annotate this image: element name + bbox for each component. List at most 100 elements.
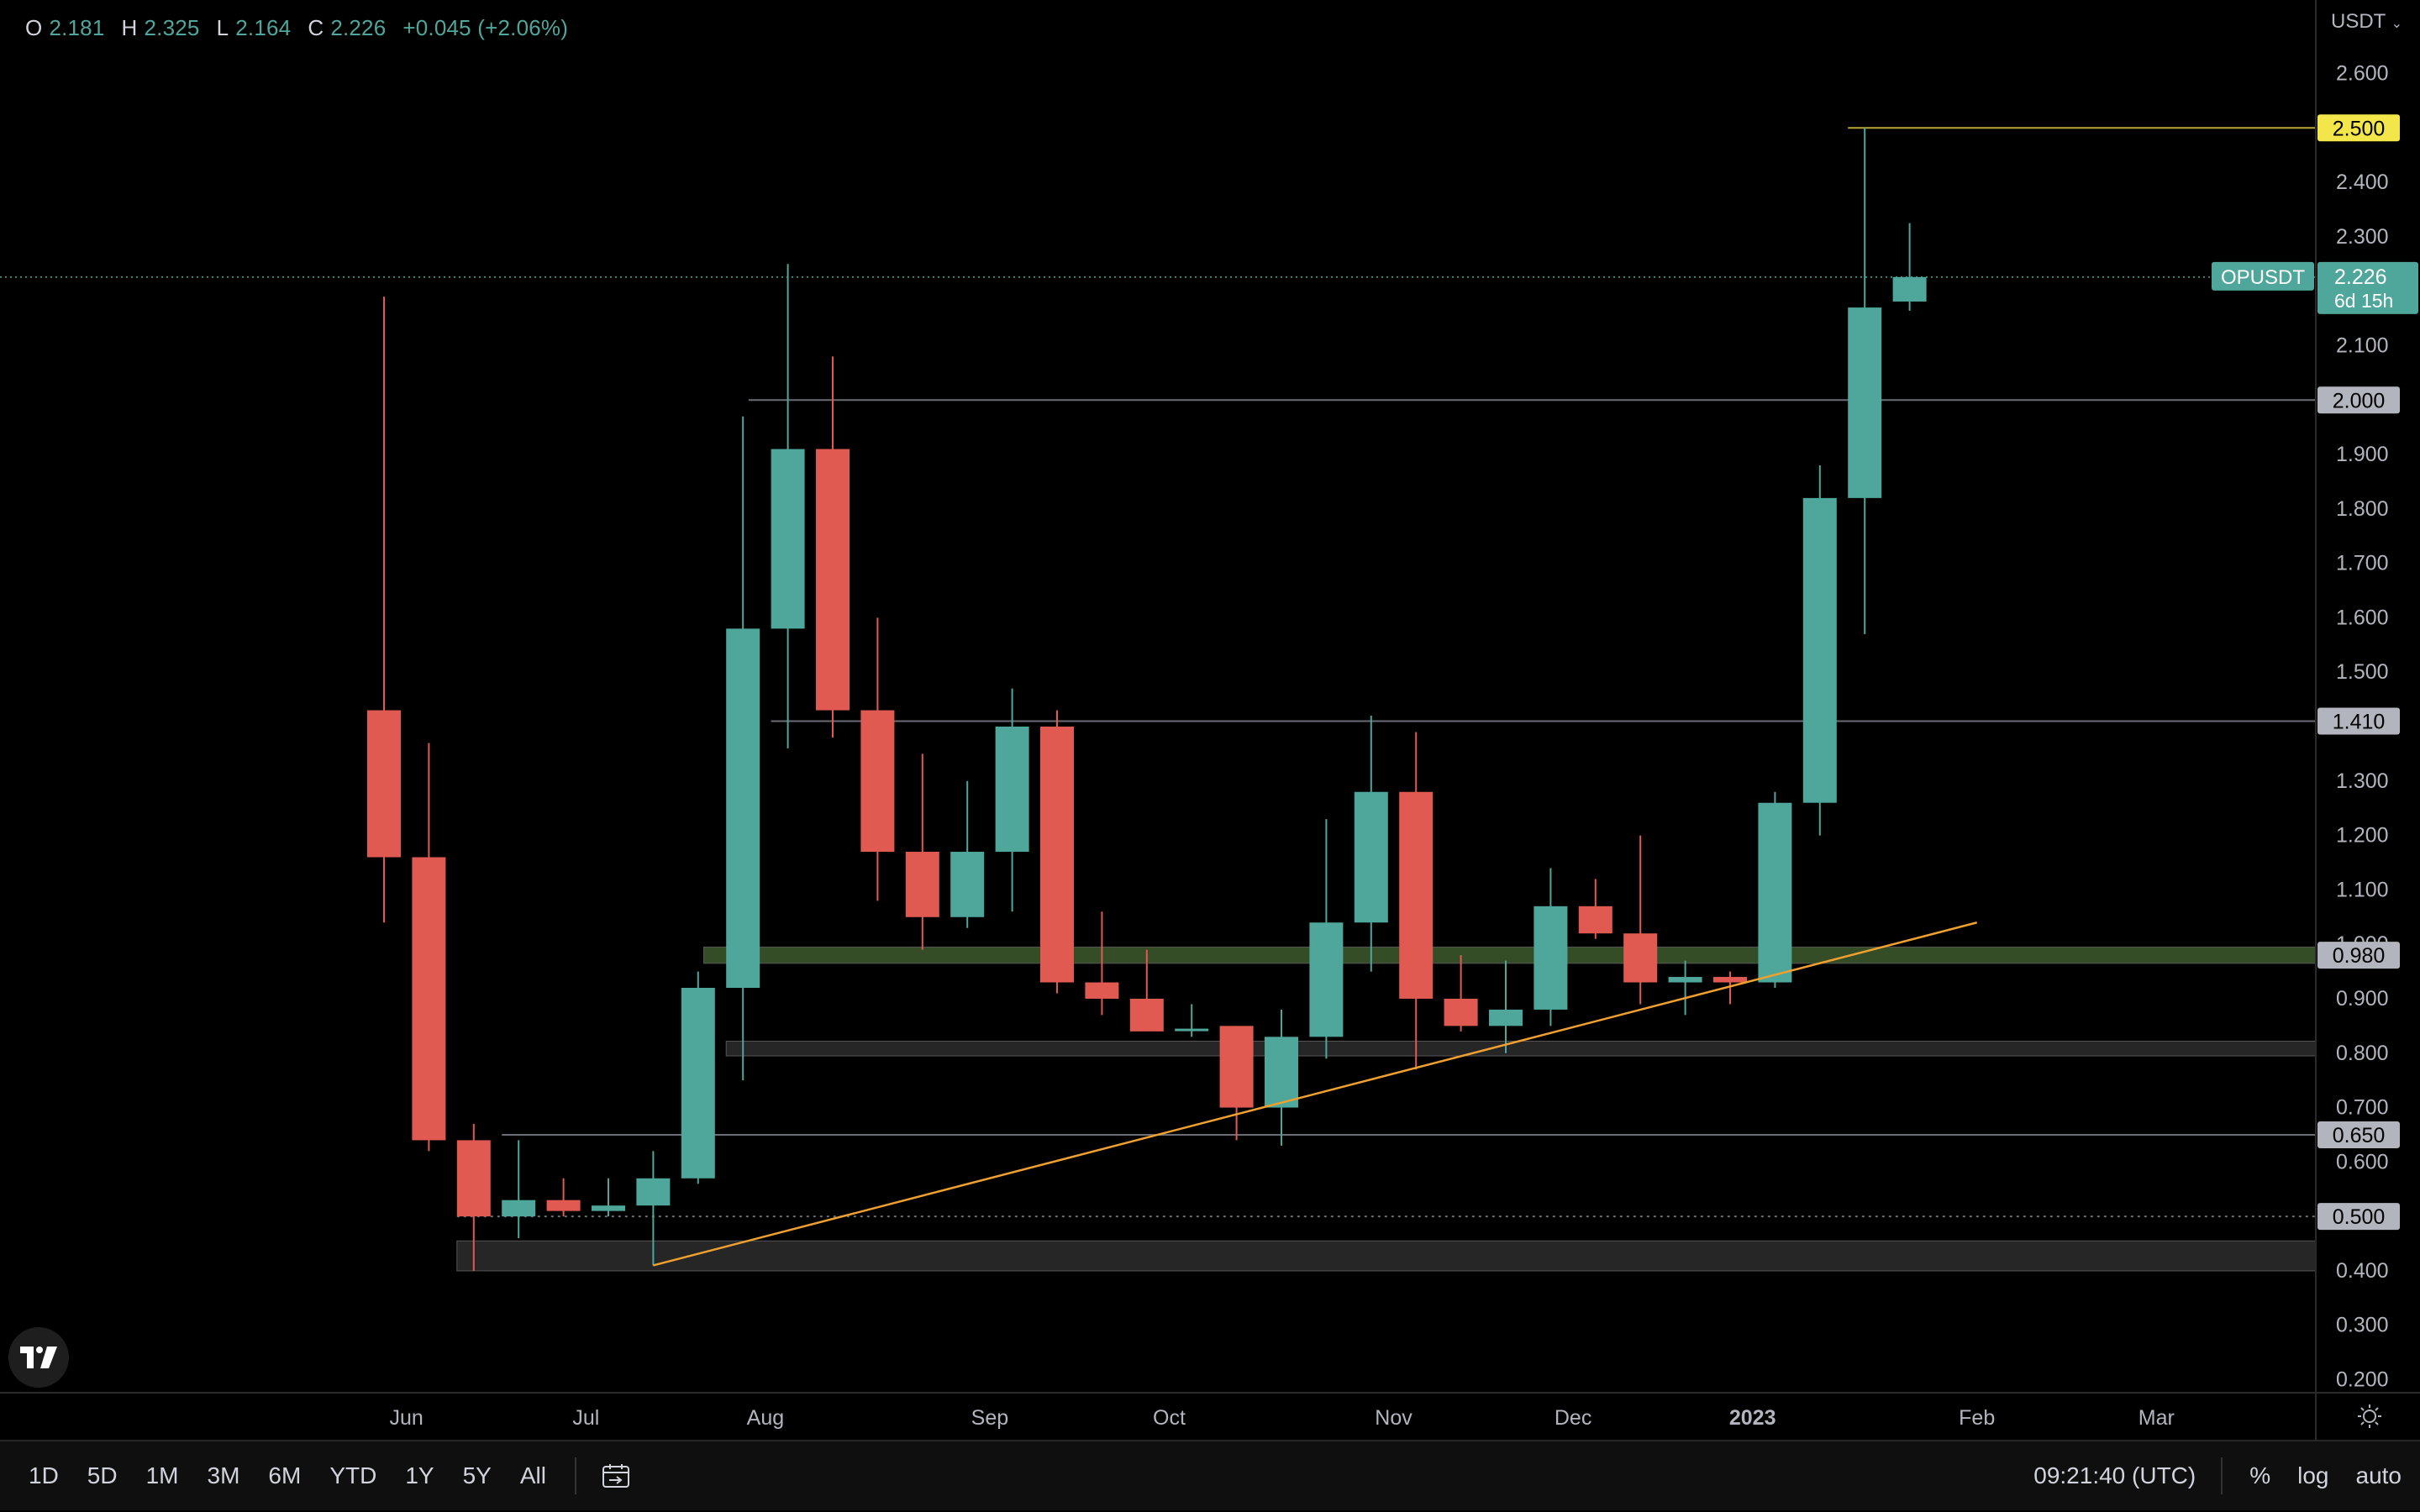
level-tag-bg xyxy=(2317,386,2400,414)
candle-body xyxy=(412,857,446,1141)
level-tag: 0.650 xyxy=(2333,1124,2386,1147)
candle xyxy=(367,297,401,923)
candle-body xyxy=(816,449,850,711)
y-tick-label: 0.200 xyxy=(2336,1368,2389,1392)
open-key: O xyxy=(25,15,43,40)
candle xyxy=(1668,960,1702,1016)
settings-icon[interactable] xyxy=(2353,1399,2386,1433)
y-tick-label: 0.900 xyxy=(2336,987,2389,1011)
range-1m-button[interactable]: 1M xyxy=(145,1462,179,1488)
candle xyxy=(1444,955,1478,1032)
candle-body xyxy=(1309,922,1344,1037)
candle-body xyxy=(1129,998,1164,1032)
y-tick-label: 1.300 xyxy=(2336,769,2389,793)
candle-body xyxy=(950,852,985,917)
candle xyxy=(860,617,895,901)
candle xyxy=(1758,791,1792,988)
candle-body xyxy=(1848,307,1882,498)
candle xyxy=(1085,911,1119,1016)
candle xyxy=(1534,868,1568,1026)
level-tag-bg xyxy=(2317,707,2400,735)
level-tag: 2.500 xyxy=(2333,117,2386,140)
close-key: C xyxy=(308,15,324,40)
candle-body xyxy=(1892,276,1927,302)
right-tools: 09:21:40 (UTC) % log auto xyxy=(2033,1441,2420,1510)
candle-body xyxy=(592,1205,625,1211)
auto-scale-toggle[interactable]: auto xyxy=(2355,1462,2402,1488)
range-6m-button[interactable]: 6M xyxy=(268,1462,302,1488)
range-all-button[interactable]: All xyxy=(519,1462,546,1488)
range-5y-button[interactable]: 5Y xyxy=(462,1462,492,1488)
symbol-tag: OPUSDT xyxy=(2221,266,2305,289)
close-value: 2.226 xyxy=(330,15,387,40)
trendline[interactable] xyxy=(653,921,1978,1267)
x-tick-label: Oct xyxy=(1153,1406,1186,1430)
candle xyxy=(502,1140,536,1239)
candle-body xyxy=(1354,791,1388,923)
chevron-down-icon: ⌄ xyxy=(2391,17,2402,31)
y-tick-label: 1.700 xyxy=(2336,552,2389,575)
candle-body xyxy=(1578,906,1612,934)
candle xyxy=(1802,465,1837,836)
price-chart[interactable]: 2.6002.5002.4002.3002.2002.1002.0001.900… xyxy=(0,0,2420,1440)
candle-body xyxy=(1219,1026,1254,1108)
divider xyxy=(2221,1457,2223,1494)
candle xyxy=(1489,960,1523,1053)
candle xyxy=(1040,710,1074,994)
tradingview-logo[interactable] xyxy=(8,1327,69,1388)
time-axis[interactable]: Jun Jul Aug Sep Oct Nov Dec 2023 Feb Mar xyxy=(390,1406,2175,1430)
candle xyxy=(950,780,985,928)
candle-body xyxy=(905,852,939,917)
candle-body xyxy=(546,1200,581,1211)
bottom-toolbar: 1D 5D 1M 3M 6M YTD 1Y 5Y All 09:21:40 (U… xyxy=(0,1440,2420,1510)
candle-body xyxy=(1175,1028,1209,1032)
candle-body xyxy=(636,1178,671,1206)
utc-clock[interactable]: 09:21:40 (UTC) xyxy=(2033,1462,2196,1488)
candle xyxy=(681,971,715,1184)
y-tick-label: 2.100 xyxy=(2336,333,2389,357)
range-3m-button[interactable]: 3M xyxy=(207,1462,240,1488)
level-tag: 2.000 xyxy=(2333,389,2386,412)
calendar-icon[interactable] xyxy=(602,1463,630,1488)
candle xyxy=(905,753,939,950)
candle-body xyxy=(1713,977,1747,983)
range-1y-button[interactable]: 1Y xyxy=(405,1462,434,1488)
candle xyxy=(1309,819,1344,1059)
level-tag-bg xyxy=(2317,1121,2400,1148)
candle xyxy=(1265,1009,1298,1146)
candle xyxy=(1175,1004,1209,1037)
candle xyxy=(816,356,850,738)
percent-scale-toggle[interactable]: % xyxy=(2249,1462,2271,1488)
zone-grey-1 xyxy=(725,1040,2317,1057)
x-tick-label: 2023 xyxy=(1729,1406,1776,1430)
symbol-tag-bg xyxy=(2212,261,2314,291)
trendline-layer[interactable] xyxy=(653,921,1978,1267)
candle xyxy=(1354,716,1388,972)
range-ytd-button[interactable]: YTD xyxy=(329,1462,377,1488)
range-5d-button[interactable]: 5D xyxy=(87,1462,118,1488)
y-tick-label: 1.600 xyxy=(2336,606,2389,629)
x-tick-label: Aug xyxy=(747,1406,784,1430)
zone-grey-2 xyxy=(456,1240,2317,1272)
candle xyxy=(1848,128,1882,634)
ohlc-legend: O 2.181 H 2.325 L 2.164 C 2.226 +0.045 (+2.0… xyxy=(25,15,568,41)
candle-body xyxy=(1668,977,1702,983)
candle xyxy=(1623,835,1658,1005)
candle xyxy=(771,264,805,748)
y-tick-label: 1.100 xyxy=(2336,878,2389,901)
x-tick-label: Nov xyxy=(1375,1406,1413,1430)
log-scale-toggle[interactable]: log xyxy=(2297,1462,2329,1488)
candle-body xyxy=(1534,906,1568,1010)
candle xyxy=(412,743,446,1152)
tradingview-icon xyxy=(20,1347,57,1368)
candle-body xyxy=(1623,933,1658,983)
zone-green-0 xyxy=(703,946,2317,964)
x-tick-label: Sep xyxy=(971,1406,1008,1430)
candle-body xyxy=(726,628,760,988)
currency-selector[interactable]: USDT ⌄ xyxy=(2331,10,2402,34)
y-tick-label: 2.300 xyxy=(2336,225,2389,249)
high-key: H xyxy=(121,15,138,40)
candle xyxy=(1399,732,1434,1070)
candle-body xyxy=(1444,998,1478,1026)
range-1d-button[interactable]: 1D xyxy=(29,1462,59,1488)
